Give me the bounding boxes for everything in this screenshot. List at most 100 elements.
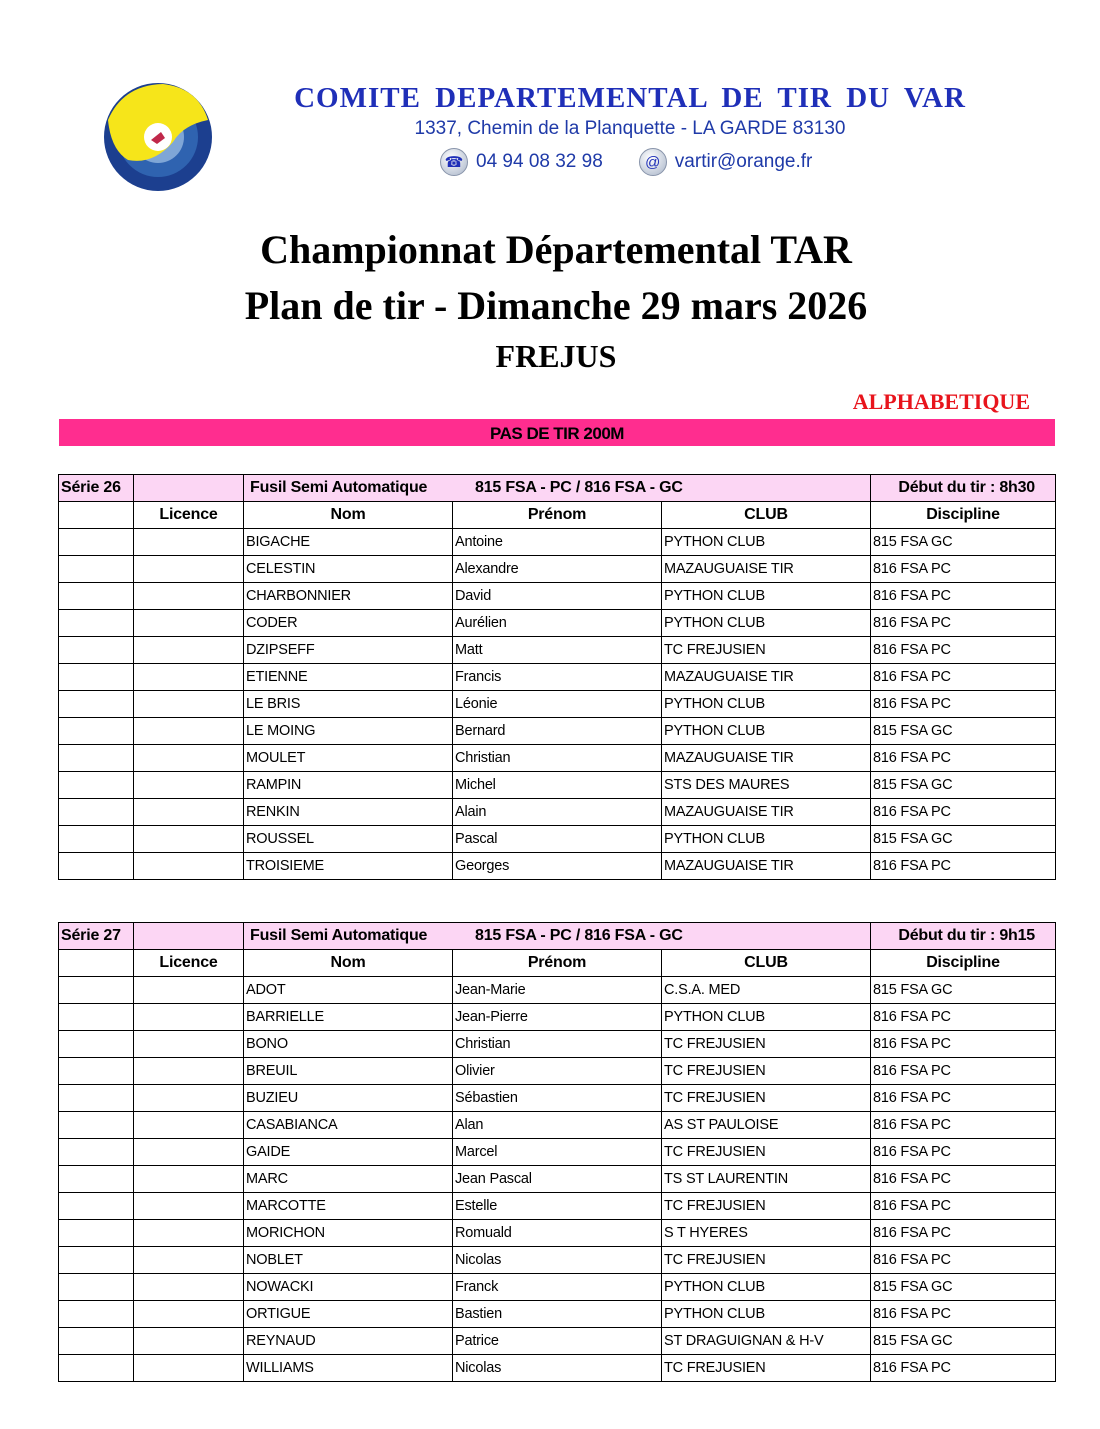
table-row: BREUIL Olivier TC FREJUSIEN 816 FSA PC	[58, 1057, 1056, 1085]
nom-cell: WILLIAMS	[243, 1354, 453, 1382]
licence-cell	[133, 609, 244, 637]
discipline-cell: 815 FSA GC	[870, 825, 1056, 853]
title-location: FREJUS	[495, 338, 617, 374]
empty-cell	[58, 690, 134, 718]
series-description: Fusil Semi Automatique 815 FSA - PC / 816…	[243, 474, 871, 502]
prenom-cell: Jean-Marie	[452, 976, 662, 1004]
column-header: Prénom	[452, 949, 662, 977]
discipline-cell: 816 FSA PC	[870, 852, 1056, 880]
licence-cell	[133, 852, 244, 880]
column-headers: Licence Nom Prénom CLUB Discipline	[58, 949, 1056, 977]
weapon: Fusil Semi Automatique	[250, 927, 428, 944]
empty-cell	[58, 1003, 134, 1031]
nom-cell: BARRIELLE	[243, 1003, 453, 1031]
club-cell: TC FREJUSIEN	[661, 1057, 871, 1085]
licence-cell	[133, 1030, 244, 1058]
club-cell: PYTHON CLUB	[661, 1300, 871, 1328]
title-line1: Championnat Départemental TAR	[260, 227, 852, 272]
empty-cell	[58, 582, 134, 610]
empty-cell	[58, 1057, 134, 1085]
org-name: COMITE DEPARTEMENTAL DE TIR DU VAR	[294, 82, 966, 114]
club-cell: TC FREJUSIEN	[661, 1246, 871, 1274]
prenom-cell: Pascal	[452, 825, 662, 853]
nom-cell: CASABIANCA	[243, 1111, 453, 1139]
column-header: Nom	[243, 949, 453, 977]
column-headers: Licence Nom Prénom CLUB Discipline	[58, 501, 1056, 529]
empty-cell	[58, 528, 134, 556]
licence-cell	[133, 717, 244, 745]
table-row: ORTIGUE Bastien PYTHON CLUB 816 FSA PC	[58, 1300, 1056, 1328]
discipline-cell: 816 FSA PC	[870, 1111, 1056, 1139]
prenom-cell: Aurélien	[452, 609, 662, 637]
nom-cell: DZIPSEFF	[243, 636, 453, 664]
club-cell: TC FREJUSIEN	[661, 1138, 871, 1166]
nom-cell: GAIDE	[243, 1138, 453, 1166]
empty-cell	[58, 1300, 134, 1328]
club-cell: MAZAUGUAISE TIR	[661, 852, 871, 880]
prenom-cell: Sébastien	[452, 1084, 662, 1112]
club-cell: MAZAUGUAISE TIR	[661, 744, 871, 772]
club-cell: C.S.A. MED	[661, 976, 871, 1004]
empty-cell	[58, 501, 134, 529]
club-cell: MAZAUGUAISE TIR	[661, 555, 871, 583]
club-cell: PYTHON CLUB	[661, 1273, 871, 1301]
nom-cell: CHARBONNIER	[243, 582, 453, 610]
prenom-cell: Georges	[452, 852, 662, 880]
column-header: Discipline	[870, 949, 1056, 977]
discipline-cell: 816 FSA PC	[870, 1219, 1056, 1247]
phone-number: 04 94 08 32 98	[476, 151, 603, 173]
prenom-cell: Marcel	[452, 1138, 662, 1166]
email[interactable]: @ vartir@orange.fr	[638, 148, 813, 176]
club-cell: PYTHON CLUB	[661, 582, 871, 610]
column-header: Licence	[133, 501, 244, 529]
licence-cell	[133, 744, 244, 772]
discipline-cell: 816 FSA PC	[870, 582, 1056, 610]
discipline-cell: 815 FSA GC	[870, 771, 1056, 799]
discipline-cell: 816 FSA PC	[870, 609, 1056, 637]
column-header: CLUB	[661, 501, 871, 529]
phone: ☎ 04 94 08 32 98	[440, 148, 603, 176]
prenom-cell: David	[452, 582, 662, 610]
table-row: ETIENNE Francis MAZAUGUAISE TIR 816 FSA PC	[58, 663, 1056, 691]
discipline-cell: 816 FSA PC	[870, 663, 1056, 691]
prenom-cell: Bernard	[452, 717, 662, 745]
table-row: NOBLET Nicolas TC FREJUSIEN 816 FSA PC	[58, 1246, 1056, 1274]
table-row: RAMPIN Michel STS DES MAURES 815 FSA GC	[58, 771, 1056, 799]
nom-cell: CODER	[243, 609, 453, 637]
discipline-cell: 815 FSA GC	[870, 976, 1056, 1004]
prenom-cell: Alain	[452, 798, 662, 826]
discipline-cell: 816 FSA PC	[870, 1354, 1056, 1382]
series-label: Série 26	[58, 474, 134, 502]
discipline-cell: 816 FSA PC	[870, 555, 1056, 583]
club-cell: ST DRAGUIGNAN & H-V	[661, 1327, 871, 1355]
club-cell: MAZAUGUAISE TIR	[661, 663, 871, 691]
series-table: Série 27 Fusil Semi Automatique 815 FSA -…	[58, 922, 1056, 1382]
licence-cell	[133, 1138, 244, 1166]
table-row: ADOT Jean-Marie C.S.A. MED 815 FSA GC	[58, 976, 1056, 1004]
club-cell: AS ST PAULOISE	[661, 1111, 871, 1139]
licence-cell	[133, 1300, 244, 1328]
weapon: Fusil Semi Automatique	[250, 479, 428, 496]
contact-info: ☎ 04 94 08 32 98 @ vartir@orange.fr	[440, 148, 812, 176]
discipline-cell: 815 FSA GC	[870, 528, 1056, 556]
nom-cell: NOWACKI	[243, 1273, 453, 1301]
table-row: LE MOING Bernard PYTHON CLUB 815 FSA GC	[58, 717, 1056, 745]
club-cell: TC FREJUSIEN	[661, 1084, 871, 1112]
prenom-cell: Patrice	[452, 1327, 662, 1355]
prenom-cell: Jean-Pierre	[452, 1003, 662, 1031]
empty-cell	[58, 1138, 134, 1166]
table-row: CASABIANCA Alan AS ST PAULOISE 816 FSA PC	[58, 1111, 1056, 1139]
discipline-cell: 816 FSA PC	[870, 744, 1056, 772]
empty-cell	[58, 1084, 134, 1112]
prenom-cell: Michel	[452, 771, 662, 799]
table-row: DZIPSEFF Matt TC FREJUSIEN 816 FSA PC	[58, 636, 1056, 664]
table-row: CHARBONNIER David PYTHON CLUB 816 FSA PC	[58, 582, 1056, 610]
email-address[interactable]: vartir@orange.fr	[674, 151, 813, 173]
table-row: NOWACKI Franck PYTHON CLUB 815 FSA GC	[58, 1273, 1056, 1301]
discipline-cell: 816 FSA PC	[870, 1246, 1056, 1274]
nom-cell: ROUSSEL	[243, 825, 453, 853]
prenom-cell: Christian	[452, 1030, 662, 1058]
nom-cell: REYNAUD	[243, 1327, 453, 1355]
discipline-cell: 816 FSA PC	[870, 1165, 1056, 1193]
prenom-cell: Franck	[452, 1273, 662, 1301]
